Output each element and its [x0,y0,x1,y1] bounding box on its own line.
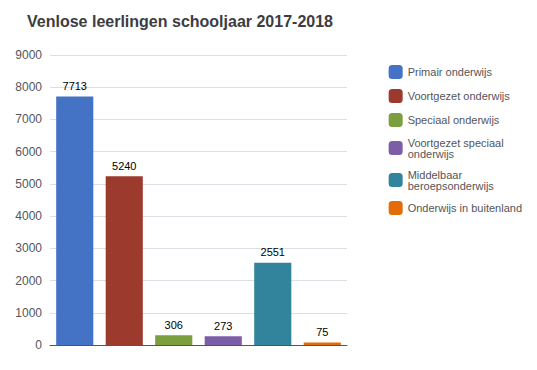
svg-text:beroepsonderwijs: beroepsonderwijs [408,180,495,192]
svg-text:75: 75 [316,326,328,338]
svg-text:5240: 5240 [112,160,136,172]
svg-text:Venlose leerlingen schooljaar: Venlose leerlingen schooljaar 2017-2018 [27,13,333,30]
svg-text:Voortgezet speciaal: Voortgezet speciaal [407,136,504,149]
svg-text:Middelbaar: Middelbaar [407,168,463,181]
svg-text:306: 306 [165,319,183,331]
svg-text:2000: 2000 [15,274,42,288]
svg-text:Voortgezet onderwijs: Voortgezet onderwijs [408,90,511,102]
svg-text:8000: 8000 [15,80,42,94]
svg-text:7713: 7713 [63,80,87,92]
svg-text:6000: 6000 [15,145,42,159]
svg-text:3000: 3000 [15,241,42,255]
svg-text:7000: 7000 [15,112,42,126]
svg-text:Speciaal onderwijs: Speciaal onderwijs [408,114,500,126]
svg-text:5000: 5000 [15,177,42,191]
svg-text:273: 273 [214,320,232,332]
svg-text:0: 0 [35,338,42,352]
svg-text:9000: 9000 [15,48,42,62]
svg-text:Primair onderwijs: Primair onderwijs [408,66,493,78]
svg-text:4000: 4000 [15,209,42,223]
svg-text:onderwijs: onderwijs [408,148,455,160]
svg-text:1000: 1000 [15,306,42,320]
svg-text:2551: 2551 [261,246,285,258]
svg-text:Onderwijs in buitenland: Onderwijs in buitenland [408,202,522,214]
